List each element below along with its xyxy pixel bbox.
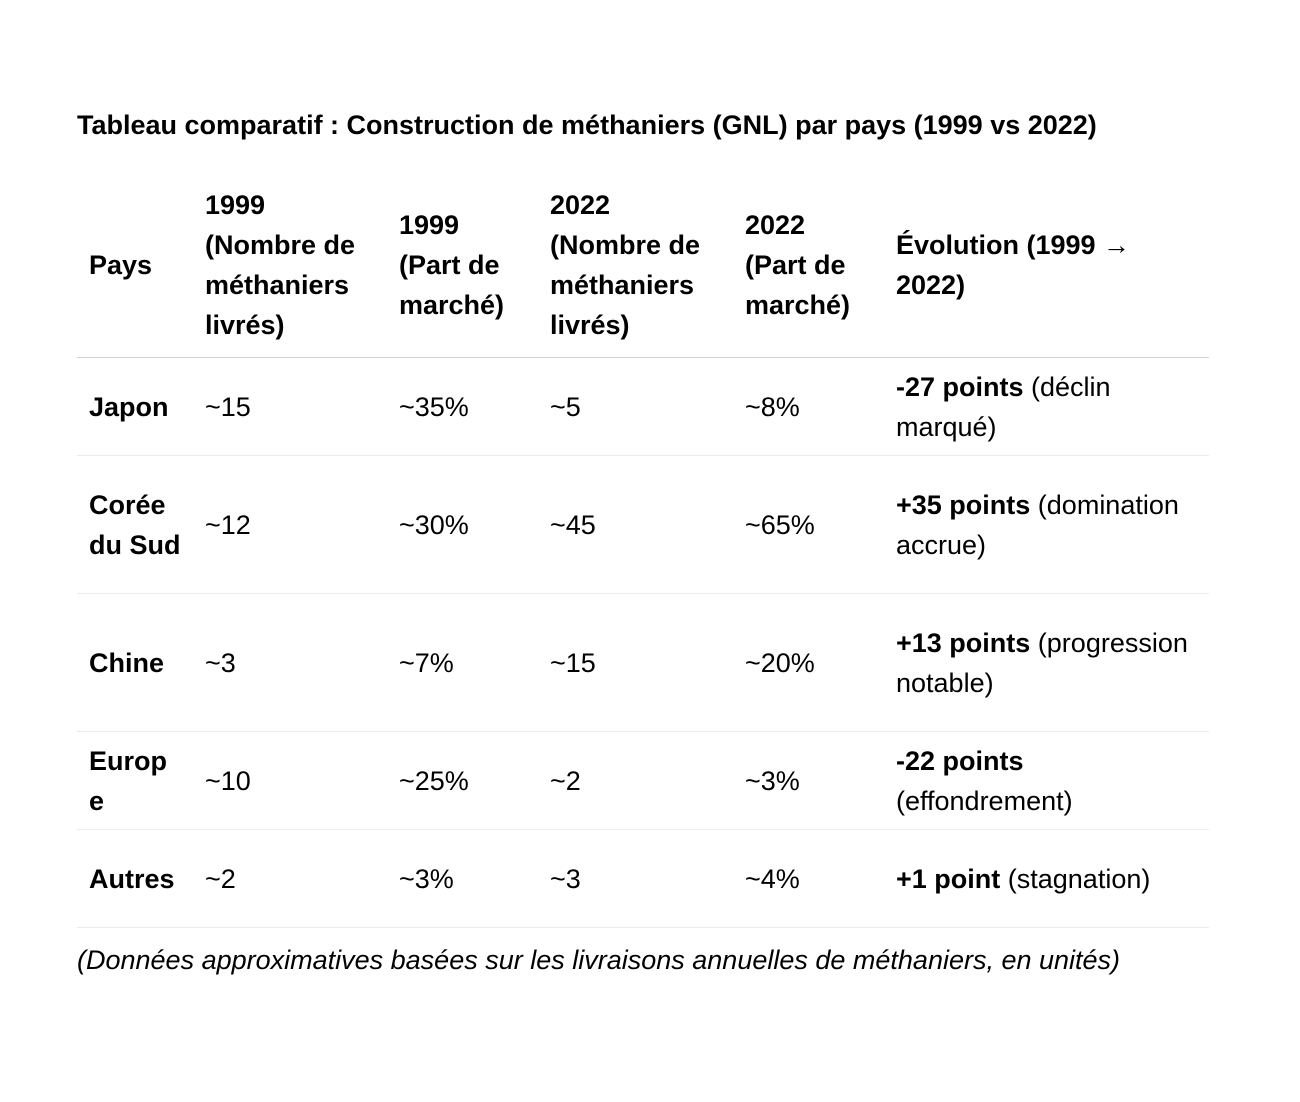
table-title: Tableau comparatif : Construction de mét… bbox=[77, 110, 1097, 140]
cell-count-1999: ~2 bbox=[193, 829, 387, 928]
cell-pays: Corée du Sud bbox=[77, 455, 193, 594]
table-row: Corée du Sud ~12 ~30% ~45 ~65% +35 point… bbox=[77, 455, 1209, 594]
cell-evolution: -22 points (effondrement) bbox=[884, 731, 1209, 830]
evolution-comment: (effondrement) bbox=[896, 785, 1073, 816]
table-header: Pays 1999 (Nombre de méthaniers livrés) … bbox=[77, 180, 1209, 358]
evolution-points: +1 point bbox=[896, 863, 1001, 894]
header-count-2022: 2022 (Nombre de méthaniers livrés) bbox=[538, 180, 733, 358]
cell-count-2022: ~5 bbox=[538, 357, 733, 456]
evolution-points: -22 points bbox=[896, 745, 1024, 776]
evolution-points: -27 points bbox=[896, 371, 1024, 402]
evolution-points: +13 points bbox=[896, 627, 1031, 658]
cell-share-2022: ~20% bbox=[733, 593, 884, 732]
header-pays: Pays bbox=[77, 180, 193, 358]
footnote: (Données approximatives basées sur les l… bbox=[77, 945, 1121, 975]
header-count-1999: 1999 (Nombre de méthaniers livrés) bbox=[193, 180, 387, 358]
cell-share-1999: ~7% bbox=[387, 593, 538, 732]
cell-share-1999: ~35% bbox=[387, 357, 538, 456]
cell-count-2022: ~3 bbox=[538, 829, 733, 928]
cell-count-1999: ~12 bbox=[193, 455, 387, 594]
cell-share-2022: ~3% bbox=[733, 731, 884, 830]
cell-count-2022: ~45 bbox=[538, 455, 733, 594]
cell-count-2022: ~15 bbox=[538, 593, 733, 732]
cell-count-2022: ~2 bbox=[538, 731, 733, 830]
header-evolution: Évolution (1999 → 2022) bbox=[884, 180, 1209, 358]
table-body: Japon ~15 ~35% ~5 ~8% -27 points (déclin… bbox=[77, 357, 1209, 928]
cell-count-1999: ~3 bbox=[193, 593, 387, 732]
cell-share-2022: ~8% bbox=[733, 357, 884, 456]
cell-share-2022: ~4% bbox=[733, 829, 884, 928]
cell-pays: Chine bbox=[77, 593, 193, 732]
cell-pays: Japon bbox=[77, 357, 193, 456]
cell-evolution: +1 point (stagnation) bbox=[884, 829, 1209, 928]
cell-share-1999: ~3% bbox=[387, 829, 538, 928]
header-share-2022: 2022 (Part de marché) bbox=[733, 180, 884, 358]
header-row: Pays 1999 (Nombre de méthaniers livrés) … bbox=[77, 180, 1209, 358]
cell-share-2022: ~65% bbox=[733, 455, 884, 594]
evolution-comment: (déclin marqué) bbox=[896, 371, 1111, 442]
cell-count-1999: ~15 bbox=[193, 357, 387, 456]
cell-evolution: -27 points (déclin marqué) bbox=[884, 357, 1209, 456]
evolution-points: +35 points bbox=[896, 489, 1031, 520]
cell-share-1999: ~25% bbox=[387, 731, 538, 830]
evolution-comment: (domination accrue) bbox=[896, 489, 1179, 560]
evolution-comment: (stagnation) bbox=[1000, 863, 1151, 894]
cell-pays: Europe bbox=[77, 731, 193, 830]
cell-pays: Autres bbox=[77, 829, 193, 928]
table-row: Europe ~10 ~25% ~2 ~3% -22 points (effon… bbox=[77, 731, 1209, 830]
header-share-1999: 1999 (Part de marché) bbox=[387, 180, 538, 358]
comparison-table: Pays 1999 (Nombre de méthaniers livrés) … bbox=[77, 180, 1209, 928]
cell-evolution: +13 points (progression notable) bbox=[884, 593, 1209, 732]
table-row: Japon ~15 ~35% ~5 ~8% -27 points (déclin… bbox=[77, 357, 1209, 456]
cell-evolution: +35 points (domination accrue) bbox=[884, 455, 1209, 594]
table-row: Chine ~3 ~7% ~15 ~20% +13 points (progre… bbox=[77, 593, 1209, 732]
table-row: Autres ~2 ~3% ~3 ~4% +1 point (stagnatio… bbox=[77, 829, 1209, 928]
cell-share-1999: ~30% bbox=[387, 455, 538, 594]
evolution-comment: (progression notable) bbox=[896, 627, 1188, 698]
cell-count-1999: ~10 bbox=[193, 731, 387, 830]
